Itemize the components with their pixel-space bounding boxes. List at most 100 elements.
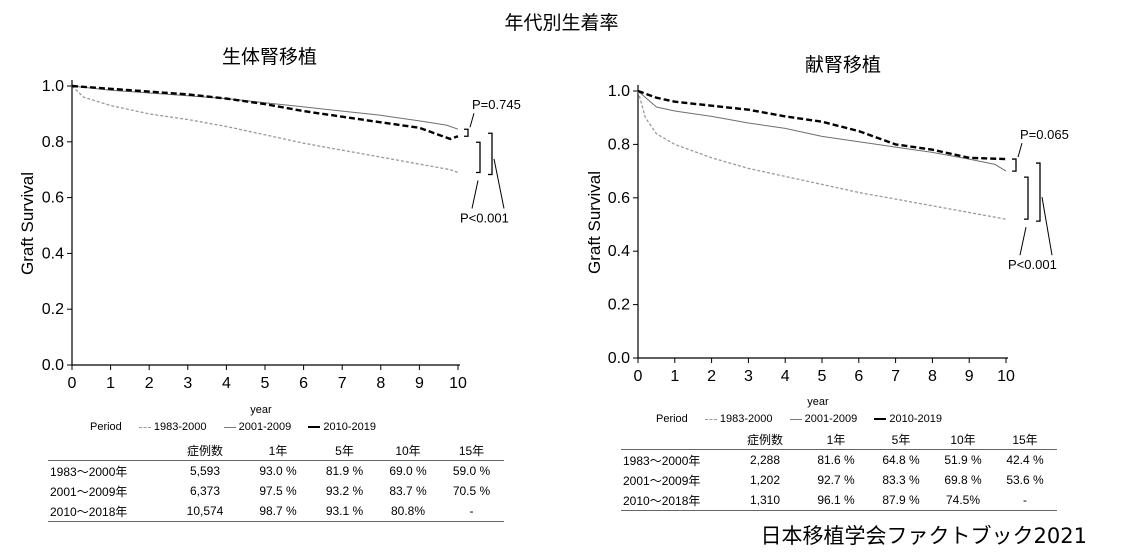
table-cell: 93.1 % — [312, 501, 377, 522]
p-value-label: P<0.001 — [460, 210, 509, 225]
legend-living: Period 1983-2000 2001-2009 2010-2019 — [90, 421, 376, 433]
x-tick-label: 4 — [222, 375, 231, 392]
bracket-large — [488, 132, 493, 176]
table-cell: 96.1 % — [803, 490, 869, 511]
table-row: 2010～2018年 10,574 98.7 % 93.1 % 80.8% - — [48, 501, 504, 522]
table-cell: 98.7 % — [244, 501, 312, 522]
table-cell: 93.0 % — [259, 464, 297, 478]
bracket-large — [1036, 162, 1041, 222]
source-footer: 日本移植学会ファクトブック2021 — [760, 524, 1087, 548]
bracket-small — [1012, 158, 1017, 172]
arrow-pointer — [1017, 142, 1023, 158]
table-header-cell: 症例数 — [166, 440, 244, 461]
table-cell: 59.0 % — [452, 464, 491, 478]
legend-swatch-2001 — [789, 418, 802, 420]
table-header-cell: 5年 — [869, 429, 933, 450]
table-cell: 92.7 % — [817, 473, 855, 487]
table-header-cell: 5年 — [312, 440, 377, 461]
x-tick-label: 10 — [449, 375, 467, 392]
table-cell: 6,373 — [189, 484, 221, 498]
x-tick-label: 0 — [68, 375, 77, 392]
y-tick-label: 0.2 — [608, 297, 630, 314]
legend-item-2010: 2010-2019 — [323, 421, 376, 433]
table-row: 2001～2009年 1,202 92.7 % 83.3 % 69.8 % 53… — [621, 470, 1057, 490]
y-tick-label: 0.6 — [42, 190, 64, 207]
table-cell: 64.8 % — [882, 453, 920, 467]
y-tick-label: 0.8 — [608, 136, 630, 153]
x-tick-label: 0 — [634, 368, 643, 385]
legend-item-1983: 1983-2000 — [153, 421, 207, 433]
table-header-cell — [621, 429, 727, 450]
chart-title-deceased: 献腎移植 — [805, 54, 882, 76]
table-header-row: 症例数 1年 5年 10年 15年 — [621, 429, 1057, 450]
table-cell: 10,574 — [166, 501, 244, 522]
x-tick-label: 2 — [707, 368, 716, 385]
x-tick-label: 8 — [376, 375, 385, 392]
series-line-2010-2019 — [637, 89, 1007, 161]
x-tick-label: 5 — [261, 375, 270, 392]
table-row: 2001～2009年 6,373 97.5 % 93.2 % 83.7 % 70… — [48, 481, 504, 501]
x-tick-label: 10 — [997, 368, 1015, 385]
chart-deceased: 0.0 0.2 0.4 0.6 0.8 1.0 0 1 2 3 4 5 6 7 8 9 10 year P=0.06… — [608, 83, 1069, 408]
table-header-row: 症例数 1年 5年 10年 15年 — [48, 440, 504, 461]
x-axis-label: year — [250, 404, 272, 416]
bracket-mid — [1024, 176, 1029, 220]
table-header-cell — [48, 440, 166, 461]
y-tick-label: 0.2 — [42, 301, 64, 318]
table-cell: 1983～2000年 — [623, 453, 701, 468]
table-cell: 74.5% — [933, 490, 993, 511]
table-cell: - — [439, 501, 504, 522]
y-tick-label: 0.6 — [608, 190, 630, 207]
x-tick-label: 6 — [854, 368, 863, 385]
table-cell: 69.8 % — [944, 473, 982, 487]
table-cell: 1,202 — [749, 473, 781, 487]
arrow-pointer — [469, 113, 475, 128]
legend-swatch-1983 — [704, 418, 717, 420]
table-header-cell: 1年 — [803, 429, 869, 450]
x-tick-label: 6 — [299, 375, 308, 392]
arrow-pointer — [1041, 197, 1053, 256]
table-cell: 87.9 % — [869, 490, 933, 511]
arrow-pointer — [493, 158, 505, 209]
table-cell: 42.4 % — [1006, 453, 1044, 467]
table-header-cell: 10年 — [377, 440, 439, 461]
y-tick-label: 0.4 — [608, 243, 630, 260]
x-tick-label: 3 — [744, 368, 753, 385]
x-tick-label: 2 — [145, 375, 154, 392]
x-tick-label: 7 — [338, 375, 347, 392]
table-cell: 51.9 % — [944, 453, 982, 467]
y-tick-label: 0.8 — [42, 134, 64, 151]
series-line-2001-2009 — [71, 85, 459, 130]
table-header-cell: 症例数 — [727, 429, 803, 450]
table-cell: 97.5 % — [259, 484, 297, 498]
legend-swatch-1983 — [138, 426, 151, 428]
x-tick-label: 8 — [928, 368, 937, 385]
table-row: 1983～2000年 2,288 81.6 % 64.8 % 51.9 % 42… — [621, 450, 1057, 471]
table-cell: 2010～2018年 — [48, 501, 166, 522]
main-title: 年代別生着率 — [504, 12, 619, 34]
bracket-small — [464, 128, 469, 137]
legend-swatch-2010 — [308, 426, 321, 429]
x-tick-label: 4 — [781, 368, 790, 385]
table-cell: 2001～2009年 — [623, 473, 701, 488]
y-tick-label: 1.0 — [608, 83, 630, 100]
table-cell: 53.6 % — [1006, 473, 1044, 487]
table-cell: 80.8% — [377, 501, 439, 522]
legend-item-2010: 2010-2019 — [889, 413, 942, 425]
x-tick-label: 7 — [891, 368, 900, 385]
table-cell: 1,310 — [727, 490, 803, 511]
legend-item-2001: 2001-2009 — [804, 413, 858, 425]
table-cell: 81.9 % — [325, 464, 364, 478]
table-header-cell: 15年 — [439, 440, 504, 461]
legend-item-2001: 2001-2009 — [238, 421, 292, 433]
x-tick-label: 9 — [965, 368, 974, 385]
x-tick-label: 1 — [106, 375, 115, 392]
legend-item-1983: 1983-2000 — [719, 413, 773, 425]
chart-title-living: 生体腎移植 — [222, 46, 318, 68]
x-tick-label: 9 — [415, 375, 424, 392]
bracket-mid — [476, 141, 481, 174]
arrow-pointer — [1019, 227, 1027, 256]
chart-living: 0.0 0.2 0.4 0.6 0.8 1.0 0 1 2 3 4 5 6 7 8 9 10 year P=0.74… — [42, 78, 521, 416]
table-cell: 83.3 % — [882, 473, 920, 487]
table-cell: 69.0 % — [389, 464, 427, 478]
